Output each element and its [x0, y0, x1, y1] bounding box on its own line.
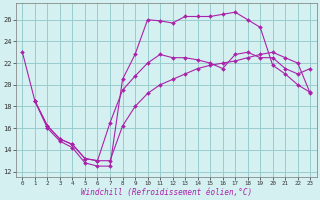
X-axis label: Windchill (Refroidissement éolien,°C): Windchill (Refroidissement éolien,°C): [81, 188, 252, 197]
